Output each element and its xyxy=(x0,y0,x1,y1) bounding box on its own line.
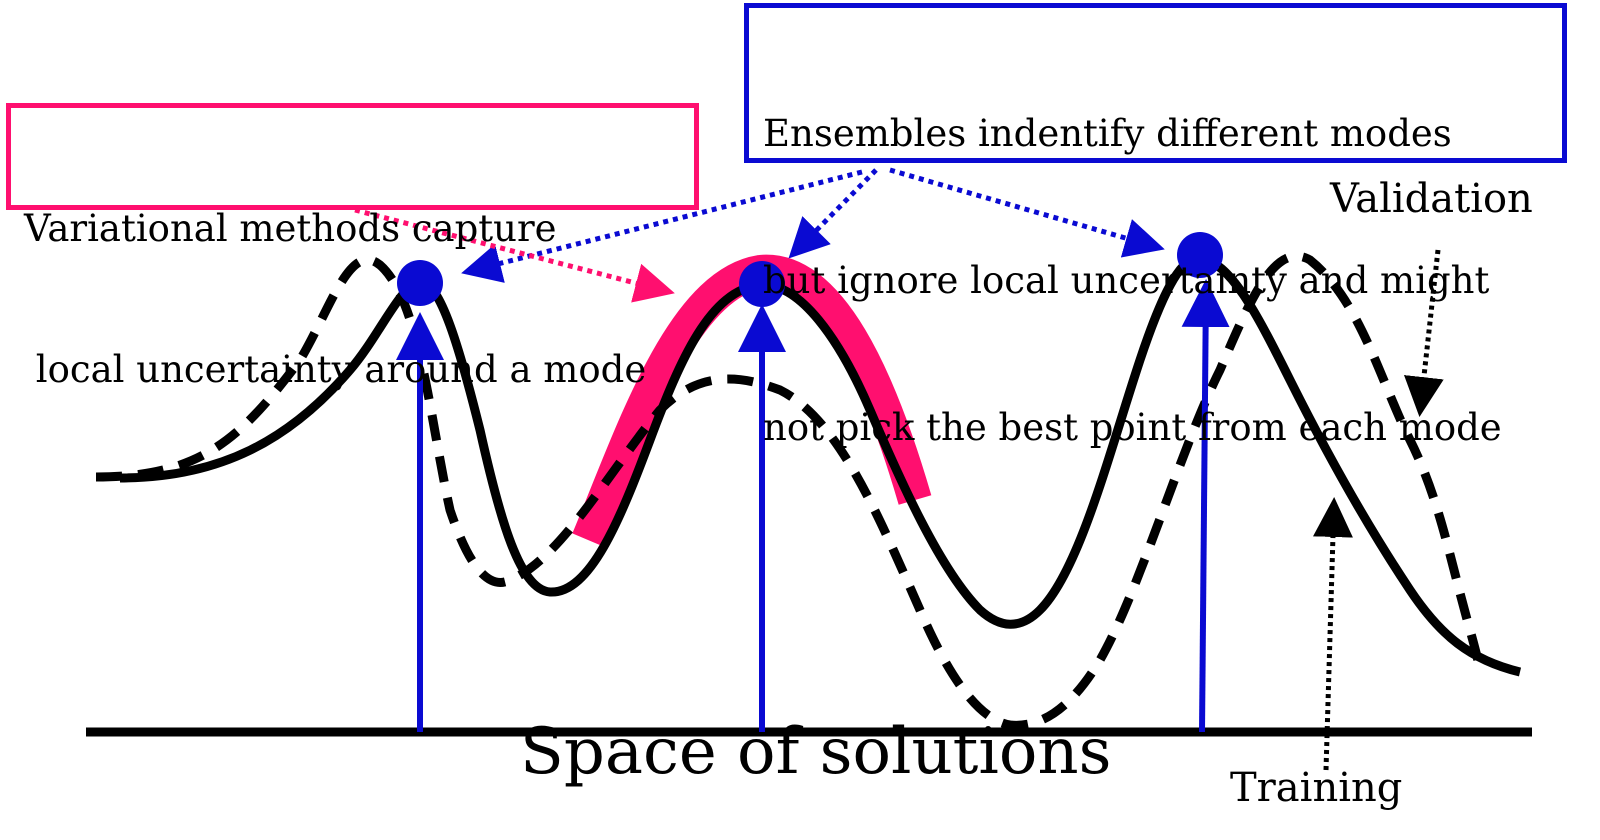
ensemble-point-mode-2 xyxy=(739,261,785,307)
variational-pointer xyxy=(354,207,675,303)
training-curve xyxy=(119,253,1522,677)
variational-annotation-box: Variational methods capture local uncert… xyxy=(6,103,699,391)
axis-label: Space of solutions xyxy=(520,715,1112,789)
ensemble-point-mode-3 xyxy=(1177,232,1223,278)
training-curve-label: Training xyxy=(1230,765,1403,811)
validation-pointer xyxy=(1403,249,1444,417)
ensemble-text-line-1: Ensembles indentify different modes xyxy=(763,112,1452,155)
variational-text-line-2: local uncertainty around a mode xyxy=(24,348,647,391)
ensemble-arrow-mode-3 xyxy=(1181,279,1230,733)
ensemble-point-mode-1 xyxy=(397,260,443,306)
validation-curve-label: Validation xyxy=(1330,176,1533,222)
ensemble-annotation-box: Ensembles indentify different modes but … xyxy=(744,3,1567,449)
ensemble-pointer-mode-3 xyxy=(889,167,1165,258)
variational-text-line-1: Variational methods capture xyxy=(24,207,557,250)
ensemble-text-line-2: but ignore local uncertainty and might xyxy=(763,259,1490,302)
ensemble-text-line-3: not pick the best point from each mode xyxy=(763,406,1502,449)
validation-curve xyxy=(95,251,1485,730)
